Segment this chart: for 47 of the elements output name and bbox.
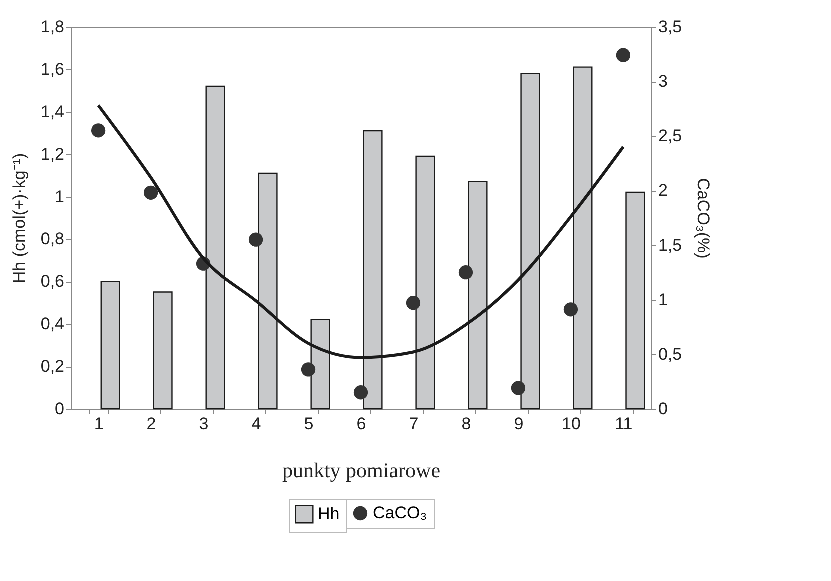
x-tick-label: 7 [409,414,419,434]
x-tick-label: 4 [252,414,262,434]
point [406,296,421,310]
y-axis-title: Hh (cmol(+)·kg⁻¹) [10,153,29,284]
point [144,186,158,200]
y2-tick-label: 3 [658,72,668,92]
x-tick-label: 9 [514,414,524,434]
y-tick-label: 0 [55,400,64,418]
y-tick-label: 0,6 [40,272,64,292]
x-tick-label: 3 [199,414,209,434]
legend-label: CaCO₃ [373,504,428,522]
x-tick-label: 10 [562,414,581,434]
y2-tick-label: 2 [658,181,668,200]
point [301,362,316,377]
y-tick-label: 0,8 [40,230,64,249]
y2-tick-label: 2,5 [658,126,682,146]
y-tick-label: 1,2 [40,144,64,164]
legend-label: Hh [318,504,340,524]
y2-tick-label: 0 [658,400,668,418]
x-tick-label: 2 [146,414,156,434]
point [564,302,578,317]
y2-axis-title: CaCO₃(%) [694,178,714,259]
y2-tick-label: 1,5 [658,236,682,255]
x-tick-label: 11 [615,414,633,434]
y-tick-label: 0,2 [40,357,64,376]
y2-tick-label: 0,5 [658,344,682,364]
y2-tick-label: 1 [658,290,668,310]
point [354,386,368,400]
bar [153,292,173,410]
y-tick-label: 1,4 [40,102,64,122]
y-tick-label: 1,6 [40,60,64,79]
y-tick-label: 1,8 [40,18,64,36]
y-tick-label: 1 [55,187,64,206]
point [91,124,106,138]
point [616,48,631,62]
y2-tick-label: 3,5 [658,18,682,36]
x-axis-title: punkty pomiarowe [282,458,441,482]
y-tick-label: 0,4 [40,314,64,334]
x-tick-label: 8 [462,414,472,434]
x-tick-label: 5 [304,414,314,434]
point [511,381,526,396]
bar [100,281,120,410]
x-tick-label: 6 [356,414,366,434]
bar [626,192,646,410]
x-tick-label: 1 [94,414,104,434]
point [248,232,264,247]
point [458,266,474,280]
